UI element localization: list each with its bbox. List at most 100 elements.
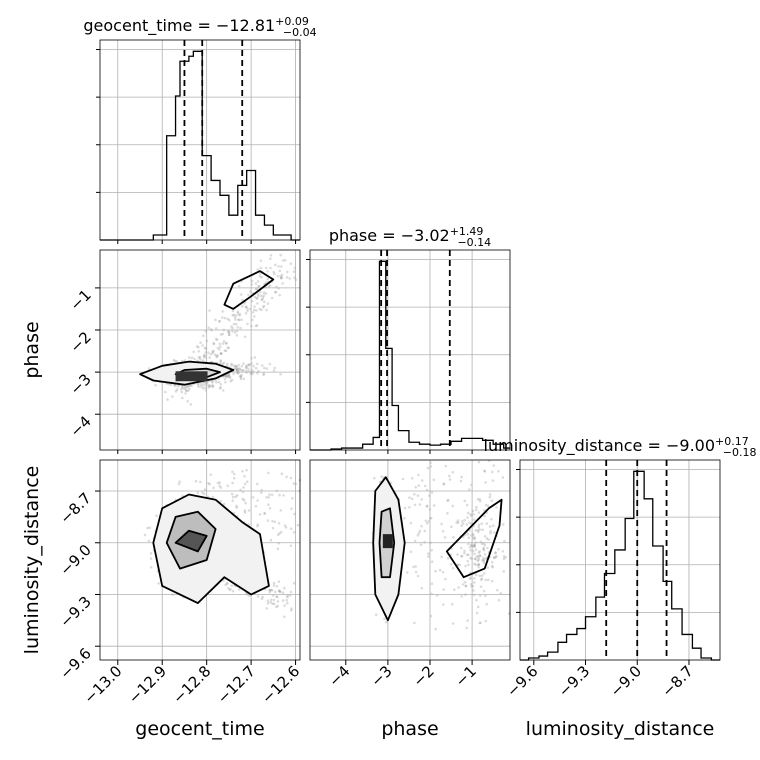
sample-point (220, 352, 223, 355)
sample-point (246, 480, 249, 484)
title-geocent-time: geocent_time = −12.81+0.09 −0.04 (83, 15, 316, 39)
sample-point (260, 597, 264, 601)
sample-point (286, 595, 289, 599)
sample-point (173, 359, 177, 363)
sample-point (452, 536, 455, 539)
sample-point (268, 507, 272, 510)
sample-point (483, 535, 487, 538)
sample-point (279, 373, 282, 376)
sample-point (265, 367, 269, 370)
sample-point (218, 481, 221, 484)
sample-point (466, 533, 470, 536)
sample-point (186, 399, 189, 403)
sample-point (239, 368, 242, 372)
sample-point (493, 531, 496, 534)
sample-point (221, 332, 225, 336)
sample-point (244, 364, 248, 368)
sample-point (238, 367, 242, 371)
sample-point (285, 270, 289, 274)
sample-point (247, 293, 250, 297)
sample-point (278, 532, 281, 535)
sample-point (227, 333, 231, 336)
sample-point (201, 344, 204, 347)
sample-point (149, 566, 153, 569)
sample-point (235, 334, 239, 337)
sample-point (223, 349, 227, 352)
sample-point (227, 374, 230, 378)
sample-point (460, 520, 464, 523)
sample-point (477, 523, 481, 527)
sample-point (207, 326, 211, 330)
sample-point (484, 594, 487, 597)
sample-point (201, 387, 205, 390)
sample-point (175, 388, 179, 391)
sample-point (227, 373, 230, 377)
sample-point (275, 285, 278, 289)
sample-point (269, 266, 272, 270)
sample-point (228, 375, 231, 379)
sample-point (255, 296, 258, 300)
sample-point (246, 322, 249, 326)
sample-point (502, 555, 506, 558)
sample-point (490, 470, 494, 474)
sample-point (472, 513, 475, 516)
sample-point (475, 555, 478, 558)
sample-point (281, 591, 285, 594)
sample-point (501, 550, 505, 553)
sample-point (186, 385, 190, 389)
sample-point (434, 627, 438, 631)
sample-point (244, 311, 248, 315)
sample-point (259, 266, 263, 270)
sample-point (278, 590, 282, 594)
sample-point (237, 318, 240, 321)
sample-point (233, 331, 237, 334)
sample-point (269, 538, 273, 542)
sample-point (501, 476, 505, 479)
sample-point (442, 603, 445, 606)
sample-point (254, 504, 258, 508)
sample-point (267, 496, 271, 499)
sample-point (278, 493, 281, 497)
sample-point (293, 276, 296, 279)
sample-point (266, 277, 270, 281)
sample-point (242, 486, 245, 489)
sample-point (211, 351, 215, 355)
sample-point (211, 385, 214, 389)
sample-point (221, 310, 224, 313)
sample-point (260, 491, 263, 495)
sample-point (477, 460, 481, 464)
sample-point (280, 265, 283, 268)
sample-point (235, 504, 238, 508)
sample-point (460, 554, 463, 558)
sample-point (463, 499, 467, 503)
sample-point (489, 531, 492, 535)
sample-point (495, 555, 498, 558)
sample-point (289, 262, 293, 266)
sample-point (441, 570, 445, 574)
sample-point (483, 572, 486, 575)
sample-point (458, 563, 462, 567)
sample-point (403, 516, 406, 520)
ytick-label: −8.7 (56, 489, 94, 527)
sample-point (208, 309, 211, 312)
sample-point (224, 380, 227, 384)
sample-point (212, 341, 215, 345)
sample-point (236, 367, 239, 371)
sample-point (461, 522, 465, 526)
sample-point (272, 602, 276, 606)
sample-point (473, 577, 476, 580)
sample-point (256, 302, 259, 305)
tick-marks (95, 49, 690, 665)
sample-point (255, 482, 259, 486)
xtick-label: −8.7 (658, 662, 696, 700)
sample-point (426, 466, 430, 470)
sample-point (473, 581, 476, 584)
sample-point (277, 522, 281, 525)
sample-point (486, 504, 490, 508)
sample-point (384, 620, 388, 624)
sample-point (261, 595, 265, 599)
sample-point (285, 276, 289, 279)
sample-point (243, 509, 247, 512)
sample-point (236, 326, 239, 329)
